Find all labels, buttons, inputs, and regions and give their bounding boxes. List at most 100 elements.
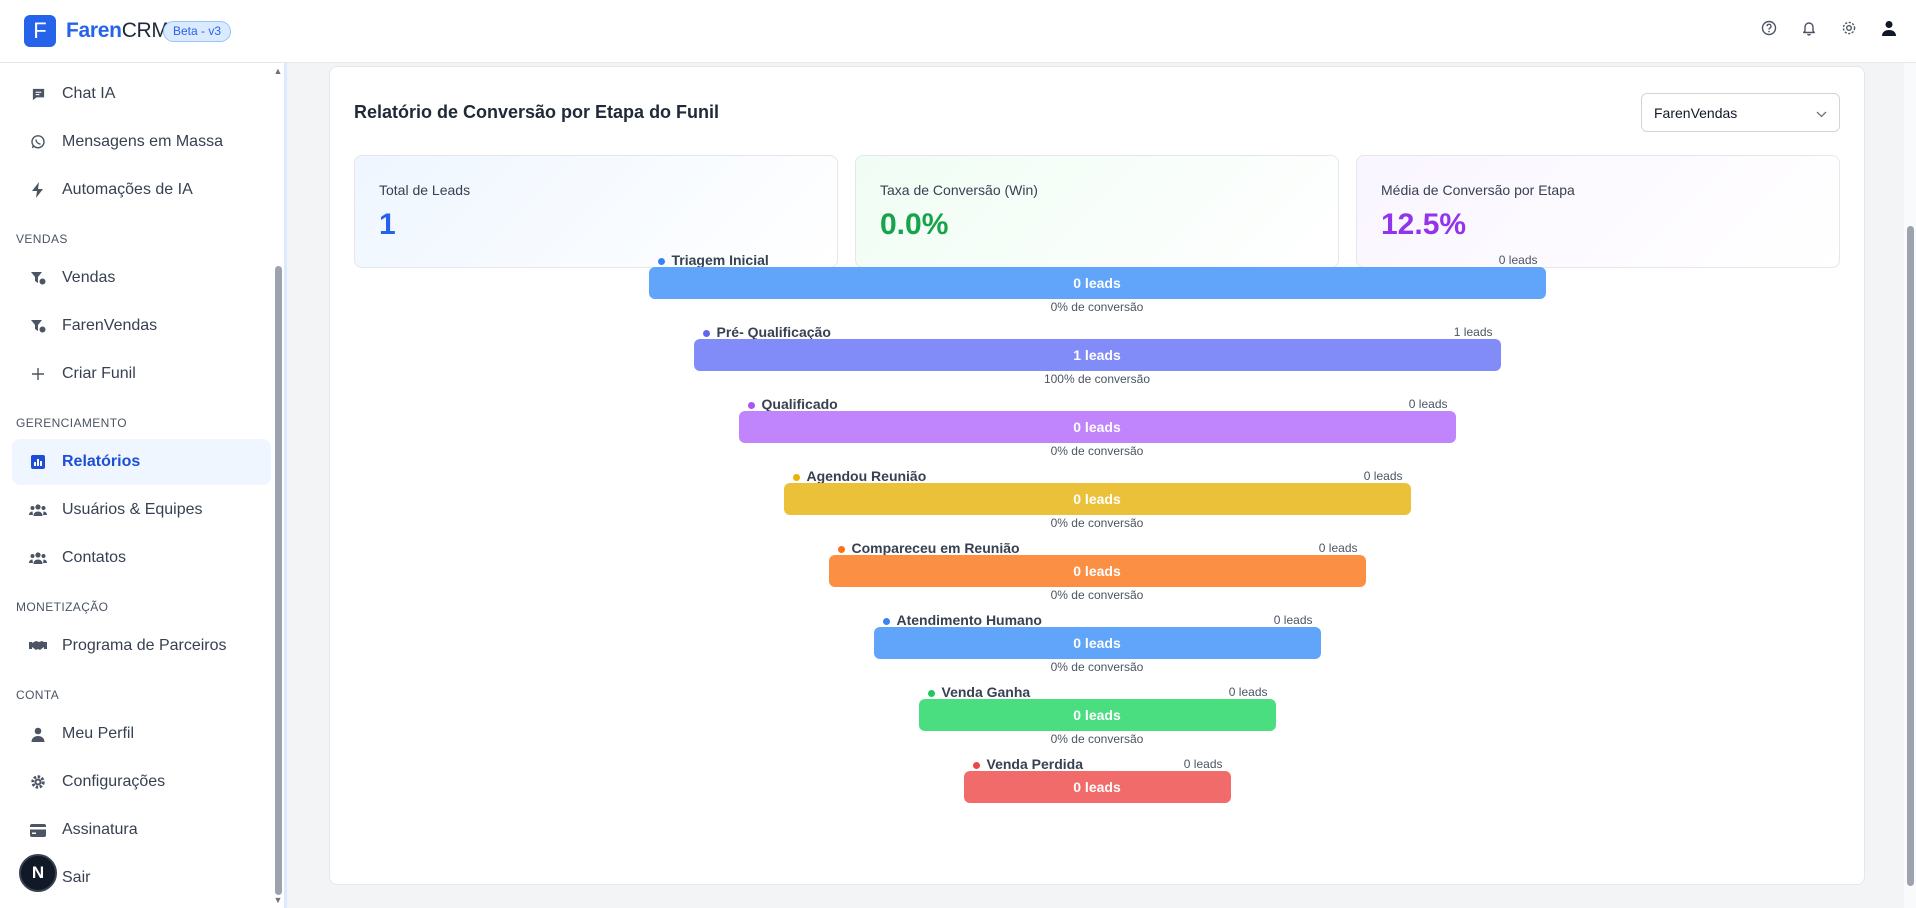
stage-dot bbox=[927, 690, 935, 697]
sidebar-item-relatorios[interactable]: Relatórios bbox=[12, 439, 271, 485]
sidebar-item-contatos[interactable]: Contatos bbox=[12, 535, 271, 581]
help-icon[interactable] bbox=[1760, 19, 1778, 37]
sidebar-item-usuarios-equipes[interactable]: Usuários & Equipes bbox=[12, 487, 271, 533]
sidebar-item-meu-perfil[interactable]: Meu Perfil bbox=[12, 711, 271, 757]
stage-bar[interactable]: 0 leads bbox=[648, 267, 1546, 299]
stage-conversion: 0% de conversão bbox=[1050, 732, 1144, 746]
stage-count: 1 leads bbox=[1453, 325, 1493, 339]
funnel-stage: Atendimento Humano 0 leads 0 leads bbox=[873, 612, 1321, 659]
stage-name: Compareceu em Reunião bbox=[851, 540, 1020, 556]
stage-conversion: 100% de conversão bbox=[1043, 372, 1151, 386]
funnel-stage: Pré- Qualificação 1 leads 1 leads bbox=[693, 324, 1501, 371]
users-icon bbox=[28, 500, 48, 520]
main-scrollbar-thumb[interactable] bbox=[1907, 226, 1914, 886]
stat-total-leads: Total de Leads 1 bbox=[354, 155, 838, 268]
stage-name: Pré- Qualificação bbox=[716, 324, 831, 340]
funnel-stage: Compareceu em Reunião 0 leads 0 leads bbox=[828, 540, 1366, 587]
funnel-stage: Venda Ganha 0 leads 0 leads bbox=[918, 684, 1276, 731]
handshake-icon bbox=[28, 636, 48, 656]
bell-icon[interactable] bbox=[1800, 19, 1818, 37]
scroll-up-arrow[interactable]: ▲ bbox=[273, 66, 283, 76]
main-scrollbar[interactable] bbox=[1904, 63, 1916, 908]
funnel-select[interactable]: FarenVendas bbox=[1641, 93, 1840, 132]
stage-bar[interactable]: 0 leads bbox=[918, 699, 1276, 731]
stat-value: 0.0% bbox=[880, 208, 949, 241]
funnel-stage: Qualificado 0 leads 0 leads bbox=[738, 396, 1456, 443]
stage-name: Triagem Inicial bbox=[671, 252, 769, 268]
stage-bar[interactable]: 0 leads bbox=[738, 411, 1456, 443]
funnel-stage: Triagem Inicial 0 leads 0 leads bbox=[648, 252, 1546, 299]
funnel-icon bbox=[28, 316, 48, 336]
stage-name: Venda Ganha bbox=[941, 684, 1031, 700]
stage-dot bbox=[882, 618, 890, 625]
gear-icon bbox=[28, 772, 48, 792]
stage-name: Qualificado bbox=[761, 396, 838, 412]
stat-value: 1 bbox=[379, 208, 396, 241]
stage-count: 0 leads bbox=[1183, 757, 1223, 771]
stage-conversion: 0% de conversão bbox=[1050, 516, 1144, 530]
stage-conversion: 0% de conversão bbox=[1050, 300, 1144, 314]
brand-name[interactable]: FarenCRM bbox=[66, 19, 169, 42]
page-title: Relatório de Conversão por Etapa do Funi… bbox=[354, 102, 720, 122]
stage-count: 0 leads bbox=[1318, 541, 1358, 555]
stat-conversion-rate: Taxa de Conversão (Win) 0.0% bbox=[855, 155, 1339, 268]
stage-dot bbox=[702, 330, 710, 337]
chat-icon bbox=[28, 84, 48, 104]
sidebar-item-assinatura[interactable]: Assinatura bbox=[12, 807, 271, 853]
gear-icon[interactable] bbox=[1840, 19, 1858, 37]
user-icon[interactable] bbox=[1880, 19, 1898, 37]
stage-count: 0 leads bbox=[1408, 397, 1448, 411]
sidebar-item-programa-de-parceiros[interactable]: Programa de Parceiros bbox=[12, 623, 271, 669]
sidebar-scrollbar-thumb[interactable] bbox=[275, 266, 282, 895]
section-vendas: VENDAS bbox=[16, 232, 68, 246]
funnel-stage: Agendou Reunião 0 leads 0 leads bbox=[783, 468, 1411, 515]
version-badge: Beta - v3 bbox=[163, 21, 232, 42]
avatar[interactable]: N bbox=[19, 854, 57, 892]
stage-count: 0 leads bbox=[1363, 469, 1403, 483]
top-actions bbox=[1760, 19, 1898, 37]
stat-label: Taxa de Conversão (Win) bbox=[880, 182, 1038, 198]
stage-dot bbox=[657, 258, 665, 265]
top-bar: F FarenCRM Beta - v3 bbox=[0, 0, 1916, 63]
plus-icon bbox=[28, 364, 48, 384]
section-monetizacao: MONETIZAÇÃO bbox=[16, 600, 109, 614]
stat-label: Média de Conversão por Etapa bbox=[1381, 182, 1575, 198]
user-icon bbox=[28, 724, 48, 744]
stage-dot bbox=[837, 546, 845, 553]
sidebar: Chat IA Mensagens em Massa Automações de… bbox=[0, 63, 287, 908]
stage-conversion: 0% de conversão bbox=[1050, 444, 1144, 458]
funnel-icon bbox=[28, 268, 48, 288]
stat-value: 12.5% bbox=[1381, 208, 1467, 241]
app-logo[interactable]: F bbox=[24, 15, 56, 47]
stage-name: Atendimento Humano bbox=[896, 612, 1042, 628]
stage-dot bbox=[972, 762, 980, 769]
scroll-down-arrow[interactable]: ▼ bbox=[273, 895, 283, 905]
stage-bar[interactable]: 0 leads bbox=[783, 483, 1411, 515]
chevron-down-icon bbox=[1816, 105, 1827, 121]
sidebar-item-configuracoes[interactable]: Configurações bbox=[12, 759, 271, 805]
funnel-select-value: FarenVendas bbox=[1654, 104, 1738, 121]
report-card: Relatório de Conversão por Etapa do Funi… bbox=[329, 66, 1865, 885]
section-conta: CONTA bbox=[16, 688, 60, 702]
stage-count: 0 leads bbox=[1228, 685, 1268, 699]
chart-icon bbox=[28, 452, 48, 472]
stage-bar[interactable]: 0 leads bbox=[873, 627, 1321, 659]
sidebar-item-criar-funil[interactable]: Criar Funil bbox=[12, 351, 271, 397]
whatsapp-icon bbox=[28, 132, 48, 152]
sidebar-item-chat-ia[interactable]: Chat IA bbox=[12, 71, 271, 117]
stage-bar[interactable]: 0 leads bbox=[828, 555, 1366, 587]
stat-label: Total de Leads bbox=[379, 182, 471, 198]
section-gerenciamento: GERENCIAMENTO bbox=[16, 416, 127, 430]
stage-bar[interactable]: 1 leads bbox=[693, 339, 1501, 371]
stage-dot bbox=[747, 402, 755, 409]
sidebar-item-mensagens-em-massa[interactable]: Mensagens em Massa bbox=[12, 119, 271, 165]
stage-count: 0 leads bbox=[1273, 613, 1313, 627]
sidebar-item-vendas[interactable]: Vendas bbox=[12, 255, 271, 301]
sidebar-item-farenvendas[interactable]: FarenVendas bbox=[12, 303, 271, 349]
stage-name: Agendou Reunião bbox=[806, 468, 927, 484]
stage-count: 0 leads bbox=[1498, 253, 1538, 267]
sidebar-item-automacoes-de-ia[interactable]: Automações de IA bbox=[12, 167, 271, 213]
stage-bar[interactable]: 0 leads bbox=[963, 771, 1231, 803]
stage-conversion: 0% de conversão bbox=[1050, 660, 1144, 674]
card-icon bbox=[28, 820, 48, 840]
